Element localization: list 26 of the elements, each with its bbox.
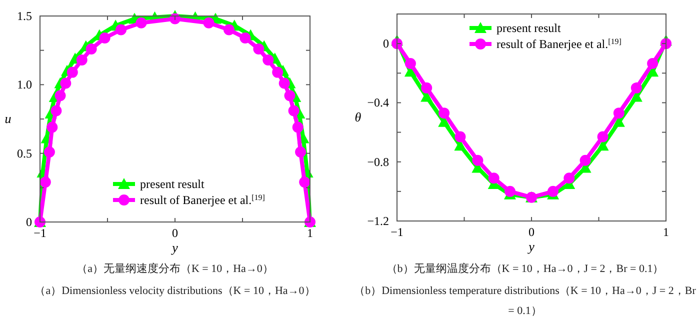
x-tick-label: 0 [528,225,534,239]
legend-label: present result [140,177,205,191]
y-tick-label: 0 [383,36,389,51]
text: （a）无量纲速度分布（K = 10，Ha→0） [76,262,274,277]
x-tick-label: 1 [307,226,313,240]
y-tick-label: 0 [26,215,32,229]
x-tick-label: 0 [172,226,178,240]
x-tick-label: −1 [390,225,404,239]
y-tick-label: −1.2 [367,214,389,228]
y-tick-label: 1.0 [17,78,32,92]
y-axis-title: u [4,111,12,126]
x-axis-title: y [170,240,178,255]
y-tick-label: 1.5 [17,9,32,23]
text: （b）无量纲温度分布（K = 10，Ha→0，J = 2，Br = 0.1） [385,262,665,277]
text: （a）Dimensionless velocity distributions（K = 10，Ha→0） [34,284,316,299]
legend-label: present result [496,21,562,35]
y-tick-label: 0.5 [17,146,32,160]
y-tick-label: −0.4 [367,96,389,110]
y-axis-title: θ [354,110,362,124]
x-axis-title: y [526,239,535,254]
legend-label: result of Banerjee et al.$^{[19]}$ [140,192,266,207]
x-tick-label: 1 [663,225,669,239]
y-tick-label: −0.8 [367,154,389,169]
legend-label: result of Banerjee et al.$^{[19]}$ [496,36,622,51]
text: （b）Dimensionless temperature distributions（K = 10，Ha→0，J = 2，Br = 0.1） [354,284,696,319]
x-tick-label: −1 [34,226,46,240]
